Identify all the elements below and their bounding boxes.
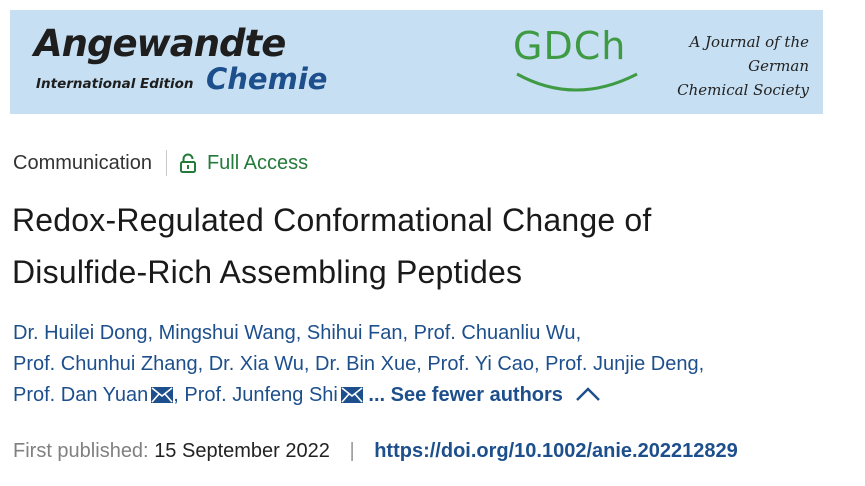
mail-icon[interactable]	[340, 387, 363, 403]
article-meta: Communication Full Access	[13, 148, 308, 178]
author-link[interactable]: Prof. Chuanliu Wu	[413, 322, 576, 344]
lock-open-icon	[179, 153, 196, 173]
publication-info: First published: 15 September 2022 | htt…	[13, 440, 738, 463]
see-fewer-authors-button[interactable]: ... See fewer authors	[368, 384, 563, 406]
author-link[interactable]: Dr. Bin Xue	[315, 353, 417, 375]
meta-divider	[165, 150, 167, 176]
published-date: 15 September 2022	[154, 440, 330, 462]
journal-name-line2: Chemie	[206, 62, 328, 96]
author-link[interactable]: Prof. Yi Cao	[427, 353, 535, 375]
society-tagline: A Journal of the German Chemical Society	[677, 30, 809, 102]
author-link[interactable]: Prof. Junjie Deng	[545, 353, 699, 375]
access-badge: Full Access	[206, 151, 309, 174]
author-link[interactable]: Mingshui Wang	[158, 322, 296, 344]
mail-icon[interactable]	[151, 387, 174, 403]
pub-divider: |	[349, 440, 355, 462]
author-link[interactable]: Prof. Chunhui Zhang	[13, 353, 198, 375]
author-link[interactable]: Prof. Junfeng Shi	[184, 384, 338, 406]
title-line-1: Redox-Regulated Conformational Change of	[12, 202, 652, 238]
journal-edition: International Edition	[36, 76, 194, 92]
author-list: Dr. Huilei Dong, Mingshui Wang, Shihui F…	[13, 322, 705, 406]
doi-link[interactable]: https://doi.org/10.1002/anie.202212829	[374, 440, 738, 462]
article-type: Communication	[13, 151, 152, 174]
society-tagline-3: Chemical Society	[677, 81, 809, 99]
author-link[interactable]: Shihui Fan	[306, 322, 403, 344]
chevron-up-icon[interactable]	[575, 386, 601, 402]
society-tagline-1: A Journal of the	[689, 33, 809, 51]
society-tagline-2: German	[748, 57, 809, 75]
author-link[interactable]: Dr. Huilei Dong	[13, 322, 148, 344]
gdch-logo-icon	[516, 72, 638, 92]
society-logo: GDCh	[513, 24, 627, 68]
journal-name-line1: Angewandte	[34, 22, 286, 65]
title-line-2: Disulfide-Rich Assembling Peptides	[12, 254, 523, 290]
author-link[interactable]: Prof. Dan Yuan	[13, 384, 149, 406]
published-label: First published:	[13, 440, 149, 462]
journal-banner[interactable]: Angewandte International Edition Chemie …	[10, 10, 823, 114]
article-title: Redox-Regulated Conformational Change of…	[12, 194, 842, 298]
author-link[interactable]: Dr. Xia Wu	[208, 353, 304, 375]
